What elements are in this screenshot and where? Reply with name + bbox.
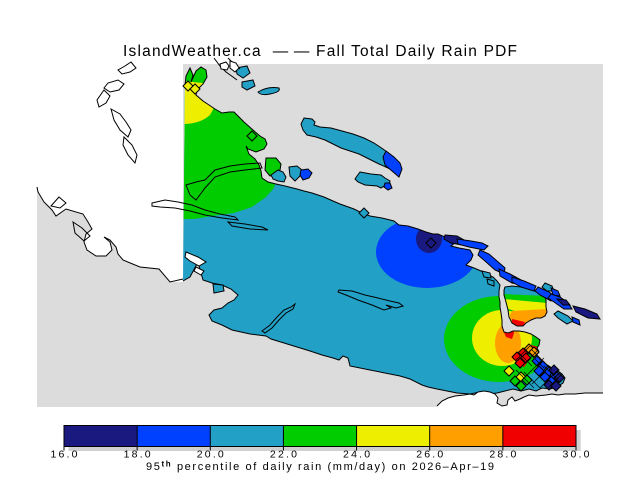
svg-text:22.0: 22.0 xyxy=(270,449,297,461)
svg-text:18.0: 18.0 xyxy=(124,449,151,461)
svg-text:20.0: 20.0 xyxy=(197,449,224,461)
svg-text:IslandWeather.ca — — Fall Tot: IslandWeather.ca — — Fall Total Daily Ra… xyxy=(123,43,517,60)
svg-text:30.0: 30.0 xyxy=(563,449,590,461)
svg-text:28.0: 28.0 xyxy=(489,449,516,461)
svg-text:16.0: 16.0 xyxy=(51,449,78,461)
svg-text:24.0: 24.0 xyxy=(343,449,370,461)
svg-text:26.0: 26.0 xyxy=(416,449,443,461)
